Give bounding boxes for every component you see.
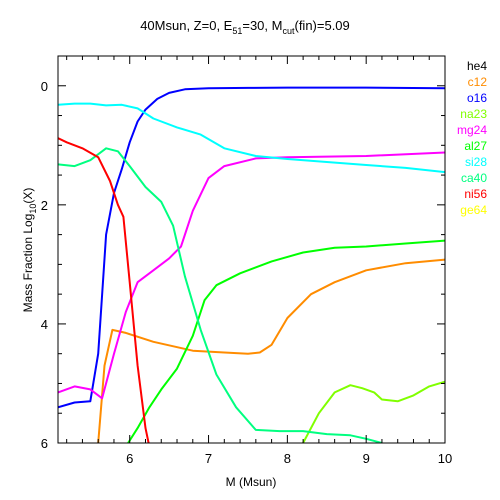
legend: he4 c12 o16 na23 mg24 al27 si28 ca40 ni56 ge64 <box>457 59 487 217</box>
y-tick-label: 0 <box>41 79 48 94</box>
series-line-c12 <box>97 258 445 443</box>
legend-label-mg24: mg24 <box>457 123 487 137</box>
legend-label-al27: al27 <box>464 139 487 153</box>
legend-label-c12: c12 <box>468 75 488 89</box>
title-mid: =30, M <box>242 18 282 33</box>
chart-title: 40Msun, Z=0, E51=30, Mcut(fin)=5.09 <box>140 18 350 36</box>
series-line-o16 <box>58 86 445 409</box>
legend-label-ge64: ge64 <box>460 203 487 217</box>
legend-label-ni56: ni56 <box>464 187 487 201</box>
y-axis-title-subscript: 10 <box>28 204 38 214</box>
y-axis-title-suffix: (X) <box>21 188 35 204</box>
y-axis-title: Mass Fraction Log10(X) <box>21 188 38 313</box>
tick-layer: 6 7 8 9 10 0 2 4 6 <box>41 55 452 466</box>
series-line-al27 <box>127 239 445 443</box>
x-tick-label: 6 <box>126 451 133 466</box>
plot-frame <box>57 55 446 444</box>
x-axis-title: M (Msun) <box>226 475 277 489</box>
legend-label-he4: he4 <box>467 59 487 73</box>
series-line-ni56 <box>58 137 150 443</box>
legend-label-si28: si28 <box>465 155 487 169</box>
y-tick-label: 4 <box>41 317 48 332</box>
y-axis-title-prefix: Mass Fraction Log <box>21 214 35 313</box>
series-layer <box>58 86 445 443</box>
legend-label-o16: o16 <box>467 91 487 105</box>
series-line-ca40 <box>58 147 383 443</box>
title-m-subscript: cut <box>282 26 295 36</box>
title-prefix: 40Msun, Z=0, E <box>140 18 232 33</box>
title-suffix: (fin)=5.09 <box>294 18 349 33</box>
y-tick-label: 2 <box>41 198 48 213</box>
title-e-subscript: 51 <box>232 26 242 36</box>
plot-area: 6 7 8 9 10 0 2 4 6 <box>41 55 452 466</box>
x-tick-label: 9 <box>363 451 370 466</box>
series-line-si28 <box>58 102 445 174</box>
series-line-na23 <box>302 380 445 443</box>
legend-label-ca40: ca40 <box>461 171 487 185</box>
x-tick-label: 7 <box>205 451 212 466</box>
x-tick-label: 8 <box>284 451 291 466</box>
legend-label-na23: na23 <box>460 107 487 121</box>
y-tick-label: 6 <box>41 436 48 451</box>
x-tick-label: 10 <box>438 451 452 466</box>
